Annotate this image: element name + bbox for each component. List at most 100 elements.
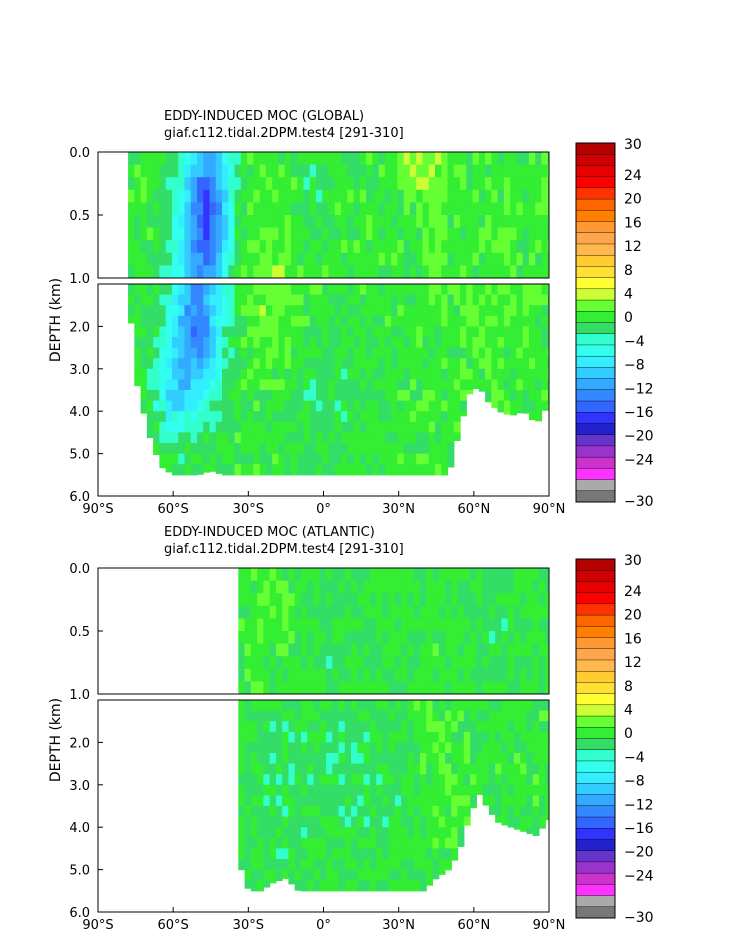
heatmap-cell (428, 390, 436, 402)
heatmap-cell (457, 643, 465, 657)
heatmap-cell (428, 177, 436, 191)
heatmap-cell (344, 742, 352, 754)
heatmap-cell (369, 869, 377, 881)
heatmap-cell (303, 305, 311, 317)
heatmap-cell (196, 164, 204, 178)
heatmap-cell (376, 869, 383, 881)
heatmap-cell (328, 252, 336, 266)
heatmap-cell (222, 432, 229, 444)
heatmap-cell (378, 315, 386, 327)
heatmap-cell (470, 631, 477, 645)
heatmap-cell (445, 580, 452, 594)
heatmap-cell (228, 227, 236, 241)
heatmap-cell (259, 215, 267, 229)
colorbar-label: 16 (624, 631, 642, 647)
heatmap-cell (447, 411, 455, 423)
heatmap-cell (516, 177, 524, 191)
heatmap-cell (520, 795, 528, 807)
heatmap-cell (184, 189, 192, 203)
heatmap-cell (347, 240, 355, 254)
heatmap-cell (507, 593, 515, 607)
heatmap-cell (238, 753, 246, 765)
heatmap-cell (445, 753, 452, 765)
heatmap-cell (222, 252, 229, 266)
heatmap-cell (134, 284, 142, 296)
heatmap-cell (247, 411, 254, 423)
heatmap-cell (422, 358, 430, 370)
heatmap-cell (303, 379, 311, 391)
heatmap-cell (382, 593, 390, 607)
heatmap-cell (394, 580, 402, 594)
heatmap-cell (413, 668, 421, 682)
heatmap-cell (532, 643, 540, 657)
heatmap-cell (491, 152, 499, 166)
heatmap-cell (532, 681, 540, 694)
heatmap-cell (428, 411, 436, 423)
colorbar-label: −4 (624, 750, 645, 766)
heatmap-cell (419, 795, 427, 807)
heatmap-cell (384, 337, 392, 349)
heatmap-cell (488, 568, 496, 582)
heatmap-cell (416, 202, 424, 216)
heatmap-cell (388, 731, 396, 743)
heatmap-cell (435, 326, 442, 338)
heatmap-cell (353, 368, 361, 380)
heatmap-cell (313, 681, 321, 694)
heatmap-cell (522, 326, 530, 338)
heatmap-cell (253, 453, 261, 465)
colorbar-label: 4 (624, 287, 633, 303)
heatmap-cell (353, 284, 361, 296)
heatmap-cell (470, 668, 477, 682)
heatmap-cell (351, 880, 358, 892)
heatmap-cell (222, 326, 229, 338)
heatmap-cell (265, 464, 273, 476)
heatmap-cell (244, 710, 252, 722)
heatmap-cell (259, 164, 267, 178)
heatmap-cell (382, 618, 390, 632)
heatmap-cell (338, 816, 346, 828)
heatmap-cell (309, 337, 317, 349)
heatmap-cell (401, 784, 409, 796)
heatmap-cell (165, 464, 173, 473)
heatmap-cell (466, 337, 474, 349)
heatmap-cell (322, 326, 330, 338)
heatmap-cell (403, 390, 411, 402)
heatmap-cell (209, 358, 217, 370)
heatmap-cell (234, 432, 242, 444)
heatmap-cell (485, 240, 492, 254)
heatmap-cell (413, 742, 421, 754)
heatmap-cell (159, 326, 167, 338)
heatmap-cell (275, 605, 283, 619)
heatmap-cell (503, 177, 511, 191)
heatmap-cell (203, 432, 211, 444)
heatmap-cell (497, 368, 505, 380)
heatmap-cell (259, 284, 267, 296)
heatmap-cell (234, 390, 242, 402)
heatmap-cell (347, 265, 355, 278)
heatmap-cell (363, 869, 371, 881)
heatmap-cell (363, 580, 371, 594)
heatmap-cell (538, 668, 546, 682)
heatmap-cell (347, 315, 355, 327)
heatmap-cell (384, 240, 392, 254)
heatmap-cell (535, 411, 543, 422)
heatmap-cell (259, 358, 267, 370)
heatmap-cell (391, 337, 399, 349)
heatmap-cell (451, 816, 459, 828)
heatmap-cell (382, 795, 390, 807)
heatmap-cell (265, 305, 273, 317)
heatmap-cell (178, 265, 186, 278)
heatmap-cell (140, 347, 148, 359)
heatmap-cell (366, 265, 373, 278)
heatmap-cell (394, 774, 402, 786)
heatmap-cell (432, 784, 440, 796)
heatmap-cell (347, 390, 355, 402)
heatmap-cell (282, 784, 290, 796)
heatmap-cell (203, 305, 211, 317)
heatmap-cell (315, 252, 323, 266)
heatmap-cell (528, 337, 536, 349)
heatmap-cell (528, 202, 536, 216)
heatmap-cell (334, 464, 342, 476)
heatmap-cell (315, 240, 323, 254)
heatmap-cell (196, 379, 204, 391)
